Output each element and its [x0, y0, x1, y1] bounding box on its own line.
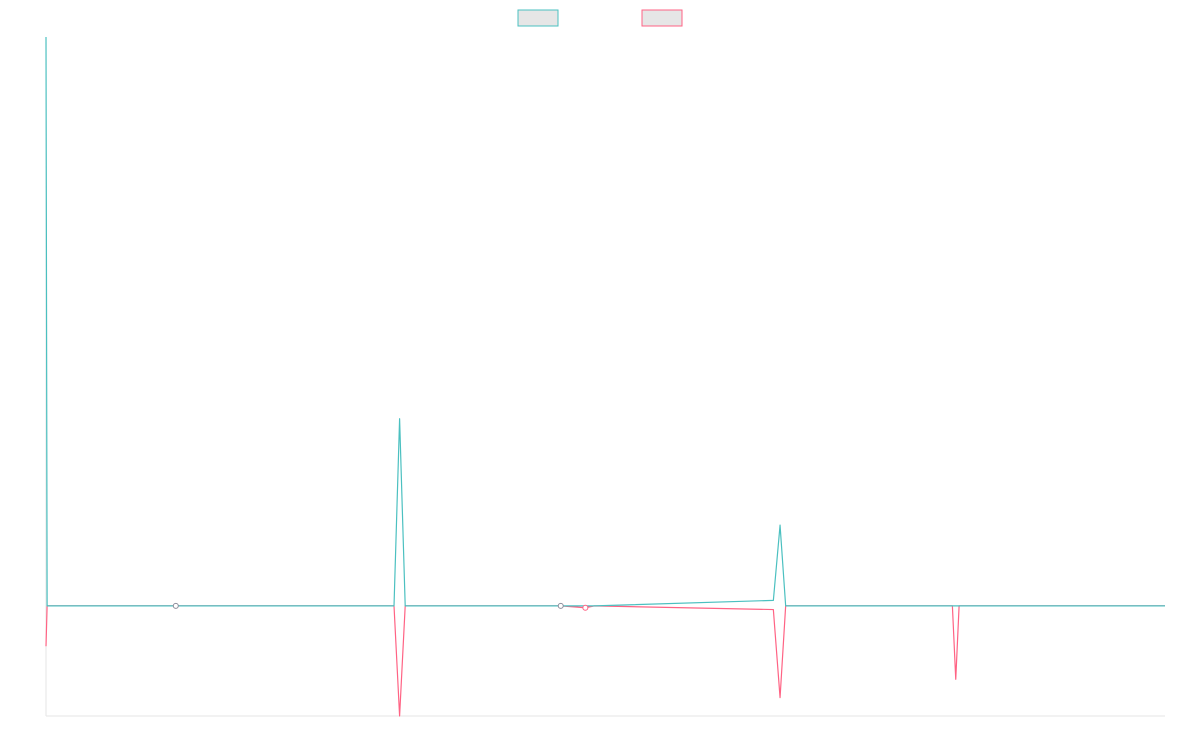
series-line-1 [45, 605, 1165, 717]
series-layer [45, 36, 1165, 717]
axes [45, 37, 1165, 717]
marker-layer [172, 602, 589, 611]
data-point-1[interactable] [557, 602, 564, 609]
series-line-0 [45, 36, 1165, 607]
data-point-2[interactable] [582, 604, 589, 611]
legend-swatch-0[interactable] [517, 9, 559, 27]
legend[interactable] [517, 9, 683, 27]
legend-swatch-1[interactable] [641, 9, 683, 27]
data-point-0[interactable] [172, 602, 179, 609]
